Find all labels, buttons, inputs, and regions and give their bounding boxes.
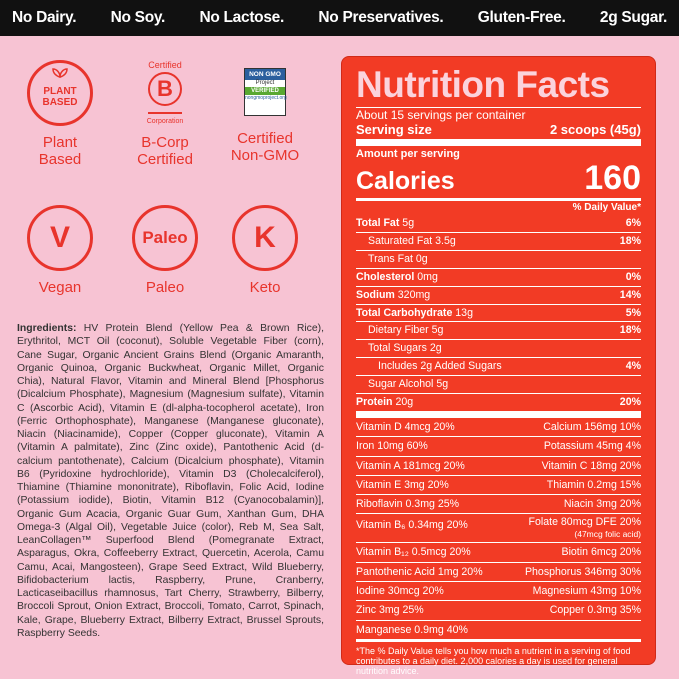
claim-no-soy: No Soy. bbox=[110, 9, 166, 26]
claim-sugar: 2g Sugar. bbox=[599, 9, 667, 26]
non-gmo-badge: NON GMO Project VERIFIED nongmoproject.o… bbox=[215, 60, 315, 164]
leaf-icon bbox=[52, 68, 68, 78]
vitamin-row: Zinc 3mg 25% Copper 0.3mg 35% bbox=[356, 600, 641, 619]
nutrition-facts-panel: Nutrition Facts About 15 servings per co… bbox=[341, 56, 656, 676]
plant-based-icon: PLANT BASED bbox=[27, 60, 93, 126]
nutrient-row: Includes 2g Added Sugars 4% bbox=[356, 357, 641, 375]
claim-gluten-free: Gluten-Free. bbox=[477, 9, 566, 26]
amount-per-serving: Amount per serving bbox=[356, 148, 460, 160]
bcorp-badge: Certified B Corporation B-Corp Certified bbox=[115, 60, 215, 168]
nutrient-row: Total Fat 5g 6% bbox=[356, 217, 641, 229]
paleo-badge: Paleo Paleo bbox=[115, 205, 215, 296]
claims-bar: No Dairy. No Soy. No Lactose. No Preserv… bbox=[0, 0, 679, 36]
nutrition-facts-title: Nutrition Facts bbox=[356, 64, 610, 105]
bcorp-label: B-Corp Certified bbox=[137, 134, 193, 168]
nutrients-list: Total Fat 5g 6% Saturated Fat 3.5g 18% Trans… bbox=[356, 215, 641, 411]
vitamin-row: Vitamin D 4mcg 20% Calcium 156mg 10% bbox=[356, 420, 641, 433]
calories-row: Calories 160 bbox=[356, 161, 641, 195]
vitamin-row: Manganese 0.9mg 40% bbox=[356, 619, 641, 639]
nutrient-row: Sodium 320mg 14% bbox=[356, 285, 641, 304]
serving-size-row: Serving size 2 scoops (45g) bbox=[356, 122, 641, 137]
non-gmo-logo: NON GMO Project VERIFIED nongmoproject.o… bbox=[244, 68, 287, 116]
serving-size-value: 2 scoops (45g) bbox=[549, 122, 641, 137]
keto-label: Keto bbox=[249, 279, 281, 296]
paleo-icon: Paleo bbox=[132, 205, 198, 271]
footnote: *The % Daily Value tells you how much a … bbox=[356, 645, 631, 676]
daily-value-header: % Daily Value* bbox=[572, 202, 641, 213]
vegan-badge: V Vegan bbox=[10, 205, 110, 296]
vitamins-list: Vitamin D 4mcg 20% Calcium 156mg 10% Iron … bbox=[356, 418, 641, 639]
nutrient-row: Saturated Fat 3.5g 18% bbox=[356, 231, 641, 250]
claim-no-lactose: No Lactose. bbox=[199, 9, 284, 26]
servings-per-container: About 15 servings per container bbox=[356, 108, 526, 122]
nutrient-row: Dietary Fiber 5g 18% bbox=[356, 321, 641, 339]
nutrient-row: Sugar Alcohol 5g bbox=[356, 375, 641, 393]
vitamin-row: Vitamin B₁₂ 0.5mcg 20% Biotin 6mcg 20% bbox=[356, 542, 641, 561]
ingredients-heading: Ingredients: bbox=[17, 323, 77, 334]
nutrient-row: Protein 20g 20% bbox=[356, 393, 641, 411]
vitamin-row: Vitamin A 181mcg 20% Vitamin C 18mg 20% bbox=[356, 455, 641, 475]
vitamin-row: Vitamin E 3mg 20% Thiamin 0.2mg 15% bbox=[356, 474, 641, 494]
ingredients-list: Ingredients: HV Protein Blend (Yellow Pe… bbox=[17, 322, 324, 640]
claim-no-preservatives: No Preservatives. bbox=[318, 9, 444, 26]
vitamin-row: Riboflavin 0.3mg 25% Niacin 3mg 20% bbox=[356, 494, 641, 513]
vegan-icon: V bbox=[27, 205, 93, 271]
vegan-label: Vegan bbox=[38, 279, 82, 296]
claim-no-dairy: No Dairy. bbox=[12, 9, 77, 26]
ingredients-text: HV Protein Blend (Yellow Pea & Brown Ric… bbox=[17, 323, 324, 639]
keto-badge: K Keto bbox=[215, 205, 315, 296]
nutrient-row: Trans Fat 0g bbox=[356, 249, 641, 268]
vitamin-row: Vitamin B₆ 0.34mg 20% Folate 80mcg DFE 20… bbox=[356, 513, 641, 542]
vitamin-row: Iron 10mg 60% Potassium 45mg 4% bbox=[356, 436, 641, 455]
plant-based-label: Plant Based bbox=[38, 134, 82, 168]
keto-icon: K bbox=[232, 205, 298, 271]
nutrient-row: Total Sugars 2g bbox=[356, 339, 641, 357]
nutrient-row: Cholesterol 0mg 0% bbox=[356, 267, 641, 286]
vitamin-row: Pantothenic Acid 1mg 20% Phosphorus 346mg… bbox=[356, 561, 641, 581]
calories-label: Calories bbox=[356, 167, 455, 195]
nutrient-row: Total Carbohydrate 13g 5% bbox=[356, 303, 641, 322]
paleo-label: Paleo bbox=[145, 279, 185, 296]
non-gmo-label: Certified Non-GMO bbox=[230, 130, 300, 164]
vitamin-row: Iodine 30mcg 20% Magnesium 43mg 10% bbox=[356, 581, 641, 600]
plant-based-badge: PLANT BASED Plant Based bbox=[10, 60, 110, 168]
calories-value: 160 bbox=[584, 159, 641, 197]
bcorp-logo: Certified B Corporation bbox=[146, 60, 184, 125]
serving-size-label: Serving size bbox=[356, 122, 432, 137]
